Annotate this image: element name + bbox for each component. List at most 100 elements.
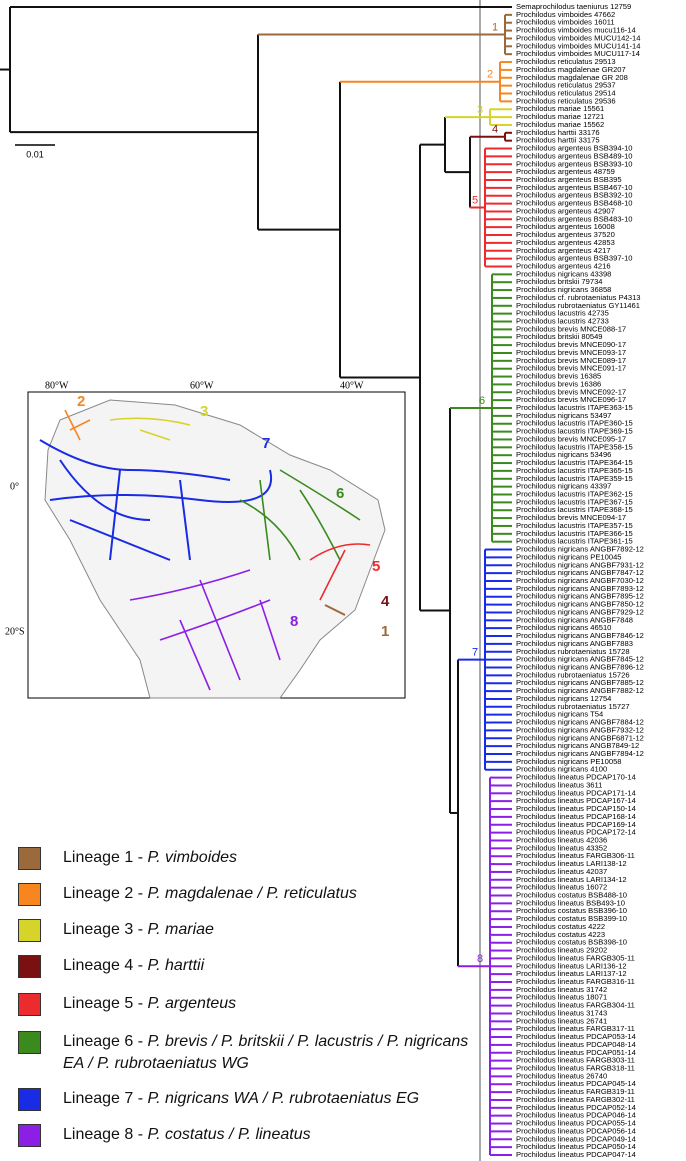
tip-label: Prochilodus nigricans ANGBF7030-12 — [516, 576, 644, 585]
tip-label: Prochilodus lineatus 26740 — [516, 1071, 607, 1080]
tip-label: Prochilodus brevis 16386 — [516, 379, 601, 388]
tip-label: Prochilodus nigricans ANGBF7892-12 — [516, 545, 644, 554]
legend-entry: Lineage 2 - P. magdalenae / P. reticulat… — [18, 883, 488, 906]
tip-label: Prochilodus mariae 15561 — [516, 104, 604, 113]
legend-swatch — [18, 919, 41, 942]
tip-label: Prochilodus nigricans ANGBF7893-12 — [516, 584, 644, 593]
legend-species: P. argenteus — [147, 995, 237, 1012]
tip-label: Prochilodus costatus BSB399-10 — [516, 914, 627, 923]
tip-label: Prochilodus lacustris ITAPE365-15 — [516, 466, 633, 475]
tip-label: Prochilodus reticulatus 29536 — [516, 96, 616, 105]
legend-swatch — [18, 993, 41, 1016]
legend-species: P. nigricans WA / P. rubrotaeniatus EG — [147, 1090, 420, 1107]
tip-label: Prochilodus nigricans ANGBF7929-12 — [516, 607, 644, 616]
tip-label: Prochilodus rubrotaeniatus GY11461 — [516, 301, 640, 310]
legend-entry: Lineage 8 - P. costatus / P. lineatus — [18, 1124, 488, 1147]
tip-label: Prochilodus lineatus FARGB306-11 — [516, 851, 635, 860]
tip-label: Prochilodus reticulatus 29513 — [516, 57, 616, 66]
tip-label: Prochilodus brevis MNCE096-17 — [516, 395, 626, 404]
longitude-label: 80°W — [45, 380, 69, 391]
tip-label: Prochilodus nigricans ANGBF7885-12 — [516, 678, 644, 687]
tip-label: Prochilodus nigricans PE10058 — [516, 757, 622, 766]
tip-label: Prochilodus argenteus BSB467-10 — [516, 183, 633, 192]
tip-label: Prochilodus reticulatus 29514 — [516, 88, 616, 97]
legend-label: Lineage 4 - — [63, 957, 148, 974]
latitude-label: 0° — [10, 481, 19, 492]
tip-label: Prochilodus argenteus BSB392-10 — [516, 191, 633, 200]
lineage-number: 7 — [472, 647, 478, 659]
tip-label: Prochilodus britskii 80549 — [516, 332, 603, 341]
tip-label: Prochilodus costatus BSB396-10 — [516, 906, 627, 915]
tip-label: Prochilodus brevis 16385 — [516, 372, 601, 381]
legend-entry: Lineage 4 - P. harttii — [18, 955, 488, 978]
legend-label: Lineage 1 - — [63, 849, 148, 866]
legend-text: Lineage 2 - P. magdalenae / P. reticulat… — [63, 883, 357, 905]
tip-label: Prochilodus nigricans 4100 — [516, 765, 607, 774]
tip-label: Prochilodus lineatus 26741 — [516, 1016, 607, 1025]
map-lineage-number: 4 — [381, 593, 390, 610]
tip-label: Prochilodus nigricans ANGBF7895-12 — [516, 592, 644, 601]
tip-label: Prochilodus mariae 15562 — [516, 120, 604, 129]
legend-entry: Lineage 3 - P. mariae — [18, 919, 488, 942]
tip-label: Prochilodus lineatus PDCAP047-14 — [516, 1150, 636, 1159]
tip-label: Prochilodus costatus BSB488-10 — [516, 891, 627, 900]
legend-swatch — [18, 955, 41, 978]
legend-label: Lineage 7 - — [63, 1090, 148, 1107]
tip-label: Prochilodus nigricans ANGBF7894-12 — [516, 749, 644, 758]
tip-label: Prochilodus lineatus PDCAP051-14 — [516, 1048, 636, 1057]
tip-label: Prochilodus lineatus PDCAP171-14 — [516, 788, 636, 797]
legend-entry: Lineage 6 - P. brevis / P. britskii / P.… — [18, 1031, 488, 1075]
tip-label: Prochilodus lineatus LARI137-12 — [516, 969, 627, 978]
tip-label: Prochilodus lineatus LARI138-12 — [516, 859, 627, 868]
tip-label: Prochilodus lineatus FARGB305-11 — [516, 953, 635, 962]
tip-label: Prochilodus argenteus BSB397-10 — [516, 254, 633, 263]
legend-label: Lineage 6 - — [63, 1033, 148, 1050]
legend-text: Lineage 6 - P. brevis / P. britskii / P.… — [63, 1031, 488, 1075]
lineage-number: 2 — [487, 69, 493, 81]
tip-label: Prochilodus lineatus FARGB304-11 — [516, 1001, 635, 1010]
tip-label: Prochilodus lineatus 42036 — [516, 835, 607, 844]
tip-label: Prochilodus vimboides 16011 — [516, 18, 615, 27]
lineage-3-range — [109, 417, 191, 441]
tip-label: Prochilodus argenteus BSB394-10 — [516, 144, 633, 153]
lineage-number: 6 — [479, 395, 485, 407]
tip-label: Prochilodus nigricans 43397 — [516, 482, 611, 491]
tip-label: Prochilodus lineatus PDCAP049-14 — [516, 1134, 636, 1143]
tip-label: Prochilodus lineatus FARGB318-11 — [516, 1064, 635, 1073]
tip-label: Prochilodus lineatus PDCAP053-14 — [516, 1032, 636, 1041]
tip-label: Prochilodus argenteus BSB468-10 — [516, 199, 633, 208]
tip-label: Prochilodus brevis MNCE093-17 — [516, 348, 626, 357]
tip-label: Prochilodus vimboides mucu116-14 — [516, 26, 636, 35]
legend-text: Lineage 8 - P. costatus / P. lineatus — [63, 1124, 311, 1146]
lineage-number: 8 — [477, 953, 483, 965]
map-lineage-number: 3 — [200, 403, 208, 420]
tip-label: Prochilodus lacustris ITAPE367-15 — [516, 497, 633, 506]
lineage-number: 5 — [472, 194, 478, 206]
legend-entry: Lineage 5 - P. argenteus — [18, 993, 488, 1016]
tip-label: Prochilodus nigricans ANGBF7882-12 — [516, 686, 644, 695]
tip-label: Prochilodus lacustris ITAPE368-15 — [516, 505, 633, 514]
tip-label: Prochilodus brevis MNCE088-17 — [516, 324, 626, 333]
tip-label: Prochilodus costatus 4222 — [516, 922, 605, 931]
tip-label: Prochilodus magdalenae GR207 — [516, 65, 626, 74]
tip-label: Prochilodus lineatus PDCAP050-14 — [516, 1142, 636, 1151]
tip-label: Prochilodus nigricans ANGBF7883 — [516, 639, 633, 648]
tip-label: Prochilodus nigricans ANGBF7847-12 — [516, 568, 644, 577]
lineage-1-range — [324, 604, 346, 616]
tip-label: Prochilodus lineatus 3611 — [516, 780, 602, 789]
latitude-label: 20°S — [5, 626, 25, 637]
longitude-label: 60°W — [190, 380, 214, 391]
tip-label: Prochilodus nigricans ANGBF7845-12 — [516, 655, 644, 664]
lineage-7-range — [39, 439, 273, 561]
tip-label: Prochilodus lineatus 16072 — [516, 883, 607, 892]
tip-label: Prochilodus nigricans PE10045 — [516, 552, 622, 561]
tip-label: Prochilodus argenteus BSB395 — [516, 175, 622, 184]
tip-label: Prochilodus lineatus PDCAP167-14 — [516, 796, 636, 805]
tip-label: Prochilodus lineatus PDCAP055-14 — [516, 1119, 636, 1128]
map-lineage-number: 2 — [77, 393, 85, 410]
tip-label: Prochilodus harttii 33176 — [516, 128, 600, 137]
tip-label: Prochilodus argenteus 37520 — [516, 230, 615, 239]
tip-label: Prochilodus vimboides 47662 — [516, 10, 615, 19]
lineage-number: 4 — [492, 124, 498, 136]
